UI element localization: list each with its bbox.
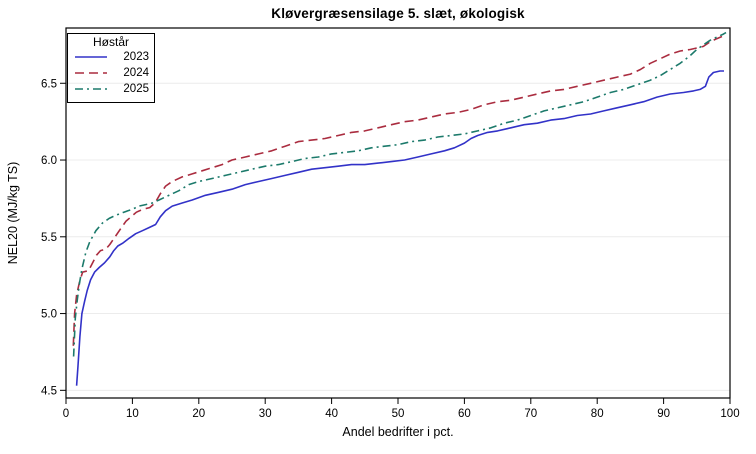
legend-line-sample-2023 — [75, 56, 107, 58]
x-tick-label-20: 20 — [192, 408, 205, 420]
series-line-2023 — [75, 70, 724, 386]
legend-label-2024: 2024 — [123, 67, 149, 79]
legend-title: Høstår — [93, 35, 129, 49]
y-tick-label-4.5: 4.5 — [41, 385, 57, 397]
legend-entry-2024: 2024 — [68, 65, 154, 81]
x-tick-label-70: 70 — [524, 408, 537, 420]
legend-entry-2025: 2025 — [68, 81, 154, 97]
legend-label-2025: 2025 — [123, 83, 149, 95]
y-tick-label-5.5: 5.5 — [41, 232, 57, 244]
legend-entry-2023: 2023 — [68, 49, 154, 65]
x-tick-label-80: 80 — [591, 408, 604, 420]
y-axis-title: NEL20 (MJ/kg TS) — [6, 161, 20, 265]
chart-title: Kløvergræsensilage 5. slæt, økologisk — [271, 6, 525, 21]
y-tick-label-6.5: 6.5 — [41, 78, 57, 90]
x-tick-label-60: 60 — [458, 408, 471, 420]
x-tick-label-10: 10 — [126, 408, 139, 420]
series-line-2024 — [72, 34, 725, 346]
x-axis-title: Andel bedrifter i pct. — [342, 425, 454, 439]
y-tick-label-6: 6.0 — [41, 155, 57, 167]
x-tick-label-50: 50 — [392, 408, 405, 420]
series-line-2025 — [72, 31, 727, 357]
legend-label-2023: 2023 — [123, 51, 149, 63]
x-tick-label-30: 30 — [259, 408, 272, 420]
legend-line-sample-2024 — [75, 72, 107, 74]
legend-box: Høstår 2023 2024 2025 — [67, 33, 155, 103]
y-tick-label-5: 5.0 — [41, 309, 57, 321]
x-tick-label-90: 90 — [657, 408, 670, 420]
x-tick-label-40: 40 — [325, 408, 338, 420]
x-tick-label-100: 100 — [720, 408, 739, 420]
x-tick-label-0: 0 — [63, 408, 69, 420]
legend-line-sample-2025 — [75, 88, 107, 90]
